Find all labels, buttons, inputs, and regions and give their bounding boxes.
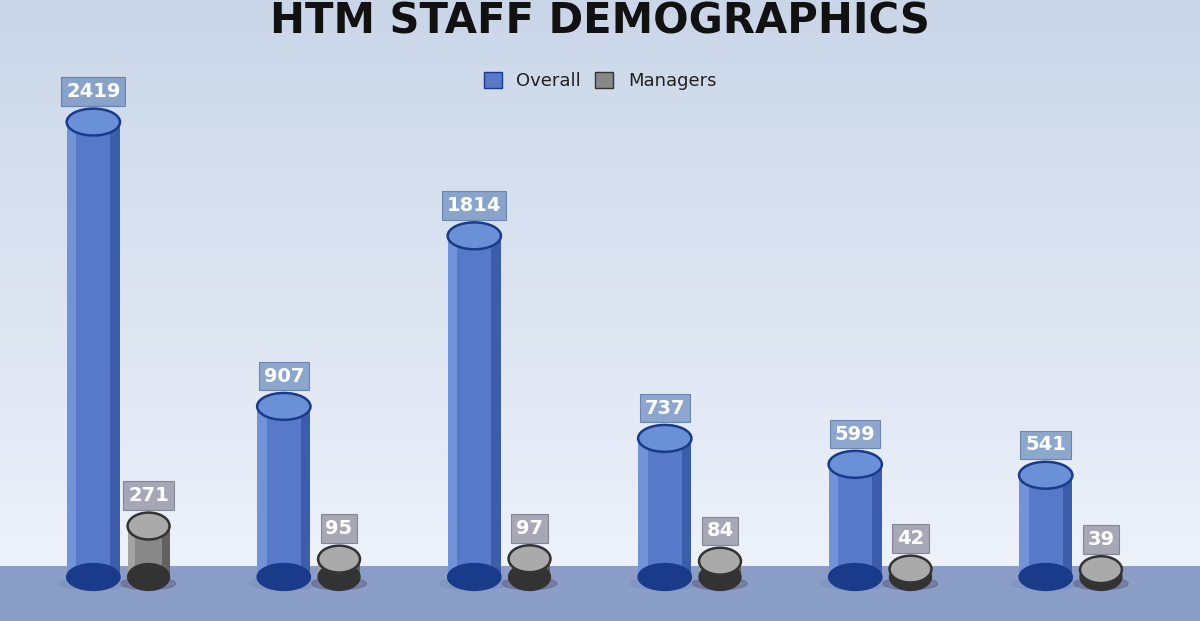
Bar (1115, 569, 1122, 577)
Ellipse shape (250, 578, 318, 590)
Legend: Overall, Managers: Overall, Managers (476, 65, 724, 97)
Bar (509, 559, 551, 577)
Text: 1814: 1814 (448, 196, 502, 215)
Ellipse shape (1019, 462, 1073, 489)
Text: 84: 84 (707, 522, 733, 540)
Text: 599: 599 (835, 425, 876, 443)
Bar (889, 569, 898, 577)
Text: 95: 95 (325, 519, 353, 538)
Bar (110, 122, 120, 577)
Ellipse shape (439, 578, 509, 590)
Bar (828, 465, 882, 577)
Bar (542, 559, 551, 577)
Bar (353, 559, 360, 577)
Bar (872, 465, 882, 577)
Bar (1080, 569, 1122, 577)
Text: 39: 39 (1087, 530, 1115, 549)
Ellipse shape (448, 563, 500, 591)
Bar (509, 559, 516, 577)
Bar (889, 569, 931, 577)
Ellipse shape (127, 512, 169, 540)
Bar (318, 559, 360, 577)
Text: 541: 541 (1025, 435, 1066, 455)
Text: 271: 271 (128, 486, 169, 505)
Ellipse shape (638, 563, 691, 591)
Bar (700, 561, 740, 577)
Ellipse shape (257, 393, 311, 420)
Ellipse shape (1080, 563, 1122, 591)
Ellipse shape (67, 563, 120, 591)
Text: 42: 42 (896, 529, 924, 548)
Ellipse shape (1080, 556, 1122, 583)
Ellipse shape (1012, 578, 1080, 590)
Bar (491, 236, 500, 577)
Bar (1019, 475, 1073, 577)
Ellipse shape (828, 563, 882, 591)
Ellipse shape (257, 563, 311, 591)
Ellipse shape (638, 425, 691, 452)
Bar (448, 236, 500, 577)
Bar (638, 438, 691, 577)
Ellipse shape (318, 546, 360, 573)
Ellipse shape (67, 109, 120, 135)
Bar (318, 559, 325, 577)
Ellipse shape (312, 578, 366, 590)
Ellipse shape (127, 563, 169, 591)
Bar (1019, 475, 1028, 577)
Ellipse shape (889, 556, 931, 582)
Text: 2419: 2419 (66, 82, 120, 101)
Bar (700, 561, 707, 577)
Bar (127, 526, 169, 577)
Bar (0, 566, 1200, 621)
Bar (448, 236, 457, 577)
Ellipse shape (692, 578, 748, 590)
Bar (257, 406, 266, 577)
Ellipse shape (828, 451, 882, 478)
Ellipse shape (1019, 563, 1073, 591)
Ellipse shape (509, 545, 551, 572)
Bar (67, 122, 120, 577)
Ellipse shape (503, 578, 557, 590)
Bar (733, 561, 740, 577)
Ellipse shape (59, 578, 128, 590)
Bar (127, 526, 136, 577)
Bar (828, 465, 838, 577)
Bar (67, 122, 77, 577)
Ellipse shape (630, 578, 700, 590)
Ellipse shape (448, 222, 500, 249)
Bar (638, 438, 648, 577)
Bar (257, 406, 311, 577)
Bar (1080, 569, 1087, 577)
Ellipse shape (121, 578, 176, 590)
Text: 737: 737 (644, 399, 685, 417)
Text: 97: 97 (516, 519, 544, 538)
Bar (682, 438, 691, 577)
Ellipse shape (1074, 578, 1128, 590)
Ellipse shape (509, 563, 551, 591)
Bar (162, 526, 169, 577)
Bar (1063, 475, 1073, 577)
Text: HTM STAFF DEMOGRAPHICS: HTM STAFF DEMOGRAPHICS (270, 0, 930, 42)
Bar (301, 406, 311, 577)
Ellipse shape (883, 578, 937, 590)
Bar (924, 569, 931, 577)
Ellipse shape (700, 548, 740, 574)
Ellipse shape (821, 578, 890, 590)
Ellipse shape (700, 563, 740, 591)
Text: 907: 907 (264, 366, 304, 386)
Ellipse shape (889, 563, 931, 591)
Ellipse shape (318, 563, 360, 591)
